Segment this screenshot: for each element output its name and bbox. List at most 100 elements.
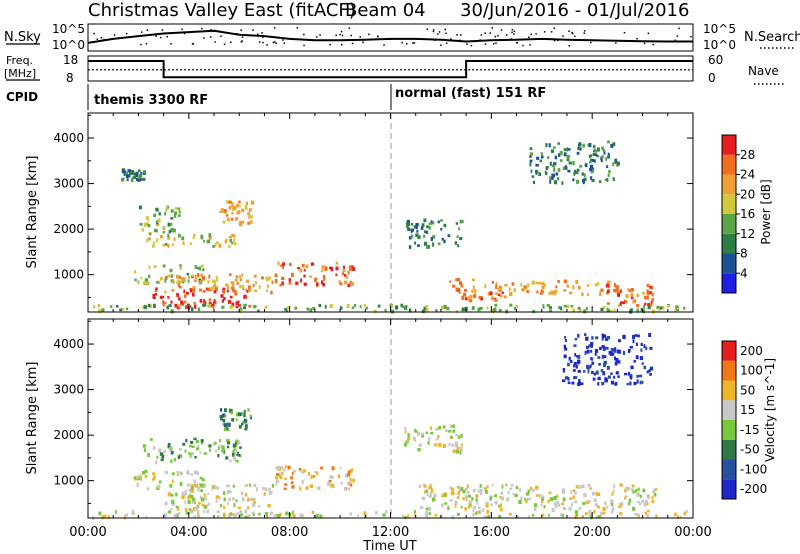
echo-cell xyxy=(590,158,594,162)
echo-cell xyxy=(563,279,567,283)
echo-cell xyxy=(651,496,654,499)
nsearch-dot xyxy=(434,39,436,41)
echo-cell xyxy=(384,308,387,313)
echo-cell xyxy=(648,369,651,373)
echo-cell xyxy=(170,446,173,450)
echo-cell xyxy=(309,484,313,488)
freq-trace xyxy=(88,60,693,79)
echo-cell xyxy=(146,281,150,285)
echo-cell xyxy=(602,512,606,515)
echo-cell xyxy=(679,515,682,519)
echo-cell xyxy=(510,484,514,487)
echo-cell xyxy=(301,479,304,484)
echo-cell xyxy=(428,483,432,488)
echo-cell xyxy=(133,476,136,480)
colorbar-tick-label: -15 xyxy=(740,423,760,437)
echo-cell xyxy=(464,297,467,301)
nsearch-dot xyxy=(272,41,275,44)
nsearch-dot xyxy=(230,41,232,43)
nsearch-dot xyxy=(341,44,343,46)
nsearch-dot xyxy=(508,39,510,41)
nsearch-dot xyxy=(359,36,361,38)
echo-cell xyxy=(365,306,368,310)
echo-cell xyxy=(182,278,186,282)
echo-cell xyxy=(357,514,359,517)
echo-cell xyxy=(648,291,652,295)
echo-cell xyxy=(130,178,134,183)
echo-cell xyxy=(594,352,597,356)
echo-cell xyxy=(243,294,247,299)
echo-cell xyxy=(606,347,609,350)
echo-cell xyxy=(284,483,288,486)
y-tick-label: 3000 xyxy=(53,383,84,397)
echo-cell xyxy=(564,164,568,168)
echo-cell xyxy=(432,497,436,502)
echo-cell xyxy=(658,308,661,312)
echo-cell xyxy=(645,502,649,506)
echo-cell xyxy=(585,307,588,311)
echo-cell xyxy=(461,296,464,300)
echo-cell xyxy=(179,481,183,486)
echo-cell xyxy=(251,511,255,515)
nsearch-dot xyxy=(100,37,103,39)
echo-cell xyxy=(121,308,125,311)
echo-cell xyxy=(587,369,590,374)
echo-cell xyxy=(493,309,497,313)
echo-cell xyxy=(451,425,454,428)
echo-cell xyxy=(589,513,592,517)
echo-cell xyxy=(526,492,529,496)
echo-cell xyxy=(572,160,575,165)
echo-cell xyxy=(162,243,165,247)
echo-cell xyxy=(655,487,658,491)
echo-cell xyxy=(189,453,192,458)
colorbar-segment xyxy=(722,233,736,254)
echo-cell xyxy=(640,307,644,312)
echo-cell xyxy=(610,309,613,313)
freq-label-line2: [MHz] xyxy=(4,67,36,80)
echo-cell xyxy=(178,285,182,289)
echo-cell xyxy=(541,155,544,159)
echo-cell xyxy=(564,339,568,343)
echo-cell xyxy=(535,171,538,175)
colorbar-segment xyxy=(722,420,736,440)
echo-cell xyxy=(498,504,501,508)
echo-cell xyxy=(430,236,433,242)
echo-cell xyxy=(170,494,174,497)
echo-cell xyxy=(115,510,117,515)
echo-cell xyxy=(292,510,294,515)
echo-cell xyxy=(675,305,679,309)
echo-cell xyxy=(241,513,244,516)
echo-cell xyxy=(404,430,407,434)
echo-cell xyxy=(193,501,196,505)
echo-cell xyxy=(594,503,598,507)
echo-cell xyxy=(635,342,638,346)
echo-cell xyxy=(607,280,611,285)
echo-cell xyxy=(299,486,302,491)
echo-cell xyxy=(132,509,135,514)
echo-cell xyxy=(468,299,473,303)
echo-cell xyxy=(547,499,550,503)
echo-cell xyxy=(432,242,435,247)
echo-cell xyxy=(422,234,426,238)
echo-cell xyxy=(455,433,458,437)
echo-cell xyxy=(661,305,665,310)
echo-cell xyxy=(568,356,571,361)
echo-cell xyxy=(199,476,203,480)
cpid-row: CPID themis 3300 RF normal (fast) 151 RF xyxy=(6,84,546,110)
nsearch-dot xyxy=(240,29,242,31)
echo-cell xyxy=(244,515,248,519)
echo-cell xyxy=(638,374,643,378)
echo-cell xyxy=(137,178,141,182)
echo-cell xyxy=(404,442,407,447)
echo-cell xyxy=(584,333,587,336)
nsearch-dot xyxy=(303,44,305,47)
echo-cell xyxy=(235,204,238,208)
echo-cell xyxy=(455,287,459,292)
echo-cell xyxy=(596,370,599,375)
echo-cell xyxy=(190,508,193,512)
echo-cell xyxy=(461,307,465,312)
echo-cell xyxy=(324,266,328,271)
echo-cell xyxy=(219,415,223,418)
echo-cell xyxy=(420,432,424,436)
